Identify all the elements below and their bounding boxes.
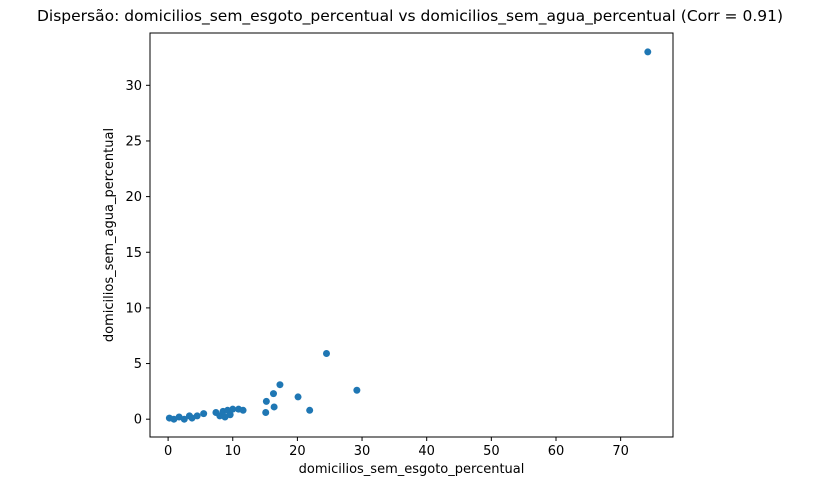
scatter-point (226, 411, 234, 419)
y-tick-label: 30 (125, 79, 142, 94)
x-tick-label: 30 (354, 444, 371, 459)
x-tick-label: 60 (548, 444, 565, 459)
scatter-point (270, 403, 278, 411)
y-tick-label: 15 (125, 246, 142, 261)
scatter-point (294, 393, 302, 401)
scatter-point (262, 397, 270, 405)
y-tick-label: 10 (125, 301, 142, 316)
scatter-point (180, 415, 188, 423)
x-axis-label: domicilios_sem_esgoto_percentual (299, 462, 525, 477)
scatter-point (353, 386, 361, 394)
plot-border (149, 32, 674, 438)
x-tick-label: 10 (224, 444, 241, 459)
scatter-point (229, 405, 237, 413)
x-tick-label: 40 (418, 444, 435, 459)
x-tick-label: 20 (289, 444, 306, 459)
y-tick-label: 0 (134, 413, 142, 428)
scatter-point (276, 381, 284, 389)
x-tick-label: 50 (483, 444, 500, 459)
scatter-point (239, 406, 247, 414)
y-tick-label: 5 (134, 357, 142, 372)
scatter-point (644, 48, 652, 56)
scatter-point (306, 406, 314, 414)
scatter-point (322, 350, 330, 358)
y-axis-label: domicilios_sem_agua_percentual (102, 128, 117, 342)
scatter-point (269, 390, 277, 398)
y-tick-label: 20 (125, 190, 142, 205)
y-tick-label: 25 (125, 134, 142, 149)
x-tick-label: 70 (612, 444, 629, 459)
chart-title: Dispersão: domicilios_sem_esgoto_percent… (36, 7, 784, 25)
x-tick-label: 0 (164, 444, 172, 459)
scatter-point (193, 412, 201, 420)
scatter-point (262, 409, 270, 417)
scatter-point (200, 410, 208, 418)
